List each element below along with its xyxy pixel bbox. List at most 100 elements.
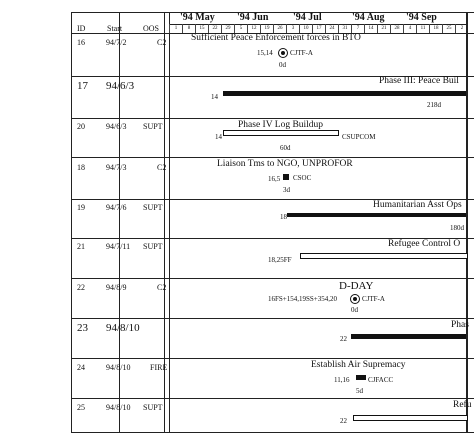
task-16-label[interactable]: Sufficient Peace Enforcement forces in B… [191, 33, 361, 43]
row-divider [71, 278, 474, 279]
row-17-start[interactable]: 94/6/3 [106, 80, 135, 92]
task-16-duration: 0d [279, 61, 286, 69]
task-25-label[interactable]: Refu [453, 400, 472, 410]
task-22-resource: CJTF-A [362, 295, 385, 303]
grid-line [169, 24, 466, 25]
row-18-start[interactable]: 94/7/3 [106, 163, 127, 172]
row-19-oos[interactable]: SUPT [143, 203, 163, 212]
week-label: 8 [187, 26, 191, 31]
task-22-label[interactable]: D-DAY [339, 280, 374, 292]
row-21-start[interactable]: 94/7/11 [106, 242, 131, 251]
task-square-icon[interactable] [283, 174, 289, 180]
week-label: 7 [356, 26, 360, 31]
task-17-pred: 14 [211, 93, 218, 101]
task-bar[interactable] [353, 415, 468, 421]
row-20-start[interactable]: 94/6/3 [106, 122, 127, 131]
row-20-id[interactable]: 20 [77, 122, 85, 131]
task-19-pred: 18 [280, 213, 287, 221]
month-sep: '94 Sep [406, 12, 437, 23]
week-label: 18 [433, 26, 439, 31]
week-divider [364, 24, 365, 33]
week-divider [182, 24, 183, 33]
week-divider [338, 24, 339, 33]
week-divider [273, 24, 274, 33]
week-divider [416, 24, 417, 33]
milestone-icon[interactable] [350, 294, 360, 304]
task-19-label[interactable]: Humanitarian Asst Ops [373, 200, 462, 210]
task-16-pred: 15,14 [257, 49, 273, 57]
week-label: 31 [342, 26, 348, 31]
row-divider [71, 118, 474, 119]
row-divider [71, 238, 474, 239]
task-25-pred: 22 [340, 417, 347, 425]
task-20-duration: 60d [280, 144, 291, 152]
month-jul: '94 Jul [293, 12, 322, 23]
row-24-start[interactable]: 94/8/10 [106, 363, 131, 372]
week-divider [351, 24, 352, 33]
row-21-id[interactable]: 21 [77, 242, 85, 251]
task-bar[interactable] [223, 130, 339, 136]
week-divider [247, 24, 248, 33]
task-23-pred: 22 [340, 335, 347, 343]
week-label: 28 [394, 26, 400, 31]
row-23-start[interactable]: 94/8/10 [106, 322, 140, 334]
row-25-start[interactable]: 94/8/10 [106, 403, 131, 412]
row-16-start[interactable]: 94/7/2 [106, 38, 127, 47]
row-divider [71, 398, 474, 399]
week-divider [403, 24, 404, 33]
week-divider [221, 24, 222, 33]
task-bar[interactable] [287, 213, 466, 217]
task-20-label[interactable]: Phase IV Log Buildup [238, 120, 324, 130]
row-18-id[interactable]: 18 [77, 163, 85, 172]
grid-line [169, 12, 170, 432]
task-21-label[interactable]: Refugee Control O [388, 239, 461, 249]
row-divider [71, 199, 474, 200]
task-24-duration: 5d [356, 387, 363, 395]
task-23-label[interactable]: Phas [451, 320, 469, 330]
task-18-label[interactable]: Liaison Tms to NGO, UNPROFOR [217, 159, 353, 169]
row-16-id[interactable]: 16 [77, 38, 85, 47]
task-24-resource: CJFACC [368, 376, 394, 384]
week-divider [208, 24, 209, 33]
week-label: 25 [446, 26, 452, 31]
row-22-oos[interactable]: C2 [157, 283, 167, 292]
row-24-oos[interactable]: FIRE [150, 363, 168, 372]
summary-bar[interactable] [351, 334, 466, 339]
week-label: 24 [329, 26, 335, 31]
week-divider [195, 24, 196, 33]
week-label: 10 [303, 26, 309, 31]
summary-bar[interactable] [223, 91, 466, 96]
row-19-start[interactable]: 94/7/6 [106, 203, 127, 212]
task-18-pred: 16,5 [268, 175, 281, 183]
row-24-id[interactable]: 24 [77, 363, 85, 372]
col-header-id[interactable]: ID [77, 24, 86, 33]
task-square-icon[interactable] [356, 375, 366, 380]
task-17-duration: 218d [427, 101, 441, 109]
task-bar[interactable] [300, 253, 468, 259]
row-25-id[interactable]: 25 [77, 403, 85, 412]
task-21-pred: 18,25FF [268, 256, 292, 264]
task-22-duration: 0d [351, 306, 358, 314]
week-label: 19 [264, 26, 270, 31]
row-25-oos[interactable]: SUPT [143, 403, 163, 412]
row-17-id[interactable]: 17 [77, 80, 88, 92]
row-23-id[interactable]: 23 [77, 322, 88, 334]
task-17-label[interactable]: Phase III: Peace Buil [379, 76, 459, 86]
col-header-oos[interactable]: OOS [143, 24, 160, 33]
task-24-label[interactable]: Establish Air Supremacy [311, 360, 406, 370]
row-19-id[interactable]: 19 [77, 203, 85, 212]
grid-line [71, 33, 474, 34]
row-22-id[interactable]: 22 [77, 283, 85, 292]
week-divider [429, 24, 430, 33]
row-18-oos[interactable]: C2 [157, 163, 167, 172]
col-header-start[interactable]: Start [107, 24, 123, 33]
milestone-icon[interactable] [278, 48, 288, 58]
row-22-start[interactable]: 94/8/9 [106, 283, 127, 292]
week-label: 26 [277, 26, 283, 31]
row-16-oos[interactable]: C2 [157, 38, 167, 47]
week-label: 15 [199, 26, 205, 31]
row-21-oos[interactable]: SUPT [143, 242, 163, 251]
week-divider [325, 24, 326, 33]
row-20-oos[interactable]: SUPT [143, 122, 163, 131]
week-label: 2 [460, 26, 464, 31]
